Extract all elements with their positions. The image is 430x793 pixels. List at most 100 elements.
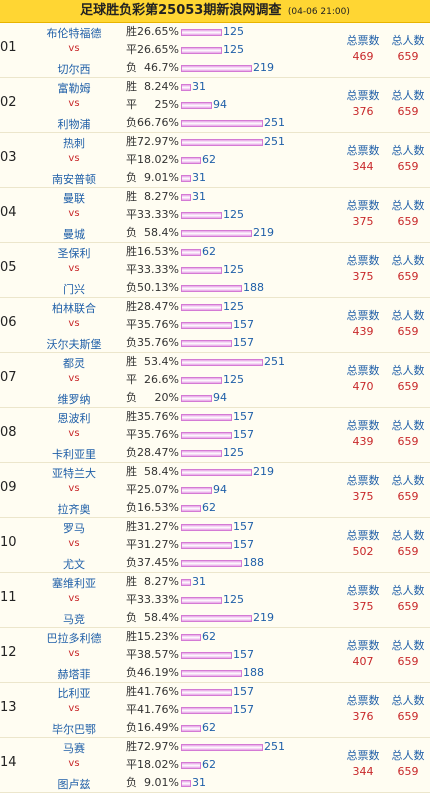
home-team[interactable]: 罗马 — [63, 522, 85, 535]
loss-row: 负50.13% 188 — [126, 280, 264, 296]
win-label: 胜 — [126, 80, 137, 93]
match-number: 03 — [0, 150, 17, 165]
match-row: 04 曼联 vs 曼城 胜 8.27% 31 平33.33% 125 负 58.4% 21… — [0, 188, 430, 243]
home-team[interactable]: 都灵 — [63, 357, 85, 370]
total-votes: 总票数 407 — [343, 638, 383, 670]
win-label: 胜 — [126, 575, 137, 588]
draw-count: 125 — [223, 373, 244, 386]
vs-label: vs — [68, 703, 80, 714]
draw-percent: 26.6% — [144, 373, 179, 386]
draw-percent: 25% — [154, 98, 179, 111]
home-team[interactable]: 曼联 — [63, 192, 85, 205]
home-team[interactable]: 柏林联合 — [52, 302, 96, 315]
loss-bar — [181, 559, 242, 567]
away-team[interactable]: 南安普顿 — [52, 173, 96, 186]
loss-bar — [181, 174, 191, 182]
away-team[interactable]: 沃尔夫斯堡 — [46, 338, 102, 351]
total-people-label: 总人数 — [391, 694, 425, 707]
total-people: 总人数 659 — [388, 583, 428, 615]
loss-percent: 9.01% — [144, 171, 179, 184]
total-votes-value: 344 — [352, 160, 374, 173]
draw-bar — [181, 651, 232, 659]
draw-row: 平26.65% 125 — [126, 42, 244, 58]
home-team[interactable]: 恩波利 — [57, 412, 91, 425]
win-row: 胜28.47% 125 — [126, 299, 244, 315]
match-number: 10 — [0, 535, 17, 550]
total-votes-value: 344 — [352, 765, 374, 778]
win-row: 胜16.53% 62 — [126, 244, 216, 260]
loss-label: 负 — [126, 721, 137, 734]
total-people: 总人数 659 — [388, 363, 428, 395]
home-team[interactable]: 马赛 — [63, 742, 85, 755]
total-people-value: 659 — [397, 435, 419, 448]
away-team[interactable]: 赫塔菲 — [57, 668, 91, 681]
draw-count: 125 — [223, 263, 244, 276]
total-people-value: 659 — [397, 765, 419, 778]
home-team[interactable]: 富勒姆 — [57, 82, 91, 95]
win-row: 胜26.65% 125 — [126, 24, 244, 40]
home-team[interactable]: 塞维利亚 — [52, 577, 96, 590]
win-label: 胜 — [126, 190, 137, 203]
win-percent: 16.53% — [137, 245, 179, 258]
win-percent: 58.4% — [144, 465, 179, 478]
loss-label: 负 — [126, 171, 137, 184]
draw-percent: 35.76% — [137, 428, 179, 441]
total-people: 总人数 659 — [388, 198, 428, 230]
loss-count: 157 — [233, 336, 254, 349]
away-team[interactable]: 维罗纳 — [57, 393, 91, 406]
draw-count: 62 — [202, 153, 216, 166]
win-bar — [181, 688, 232, 696]
draw-label: 平 — [126, 648, 137, 661]
home-team[interactable]: 热刺 — [63, 137, 85, 150]
away-team[interactable]: 卡利亚里 — [52, 448, 96, 461]
total-votes: 总票数 469 — [343, 33, 383, 65]
win-row: 胜 53.4% 251 — [126, 354, 285, 370]
total-people-value: 659 — [397, 490, 419, 503]
draw-label: 平 — [126, 703, 137, 716]
away-team[interactable]: 曼城 — [63, 228, 85, 241]
total-votes-value: 375 — [352, 270, 374, 283]
draw-percent: 26.65% — [137, 43, 179, 56]
loss-percent: 9.01% — [144, 776, 179, 789]
total-people: 总人数 659 — [388, 253, 428, 285]
home-team[interactable]: 布伦特福德 — [46, 27, 102, 40]
away-team[interactable]: 尤文 — [63, 558, 85, 571]
away-team[interactable]: 切尔西 — [57, 63, 91, 76]
win-percent: 53.4% — [144, 355, 179, 368]
home-team[interactable]: 巴拉多利德 — [46, 632, 102, 645]
home-team[interactable]: 比利亚 — [57, 687, 91, 700]
loss-percent: 58.4% — [144, 226, 179, 239]
win-percent: 72.97% — [137, 740, 179, 753]
draw-bar — [181, 761, 201, 769]
loss-bar — [181, 669, 242, 677]
loss-label: 负 — [126, 611, 137, 624]
home-team[interactable]: 亚特兰大 — [52, 467, 96, 480]
draw-row: 平35.76% 157 — [126, 427, 254, 443]
draw-row: 平38.57% 157 — [126, 647, 254, 663]
match-number: 13 — [0, 700, 17, 715]
away-team[interactable]: 拉齐奥 — [57, 503, 91, 516]
away-team[interactable]: 利物浦 — [57, 118, 91, 131]
away-team[interactable]: 图卢兹 — [57, 778, 91, 791]
total-votes-value: 439 — [352, 325, 374, 338]
win-label: 胜 — [126, 740, 137, 753]
total-people-value: 659 — [397, 710, 419, 723]
match-number: 02 — [0, 95, 17, 110]
win-label: 胜 — [126, 410, 137, 423]
away-team[interactable]: 马竞 — [63, 613, 85, 626]
draw-bar — [181, 541, 232, 549]
match-row: 08 恩波利 vs 卡利亚里 胜35.76% 157 平35.76% 157 负28… — [0, 408, 430, 463]
win-count: 62 — [202, 245, 216, 258]
loss-bar — [181, 284, 242, 292]
home-team[interactable]: 圣保利 — [57, 247, 91, 260]
win-count: 251 — [264, 135, 285, 148]
loss-row: 负16.53% 62 — [126, 500, 216, 516]
draw-count: 157 — [233, 703, 254, 716]
loss-label: 负 — [126, 336, 137, 349]
away-team[interactable]: 毕尔巴鄂 — [52, 723, 96, 736]
loss-count: 31 — [192, 171, 206, 184]
away-team[interactable]: 门兴 — [63, 283, 85, 296]
total-people-value: 659 — [397, 325, 419, 338]
match-number: 04 — [0, 205, 17, 220]
total-people: 总人数 659 — [388, 33, 428, 65]
